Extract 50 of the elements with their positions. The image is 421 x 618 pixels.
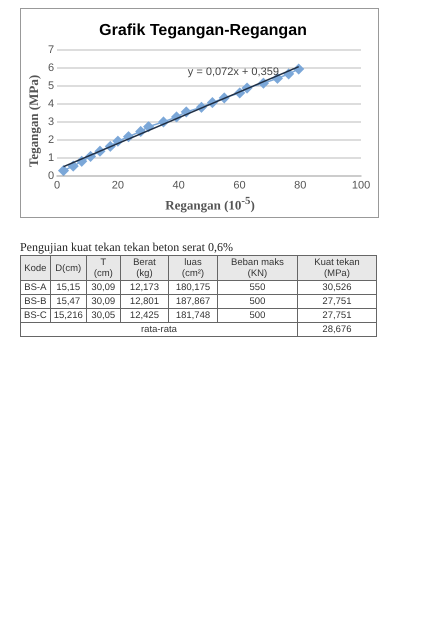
text: 28,676	[322, 324, 352, 335]
y-tick-label: 1	[48, 152, 54, 164]
category-label: Kuat tekan (MPa)	[297, 256, 376, 280]
category-label: Kode	[20, 256, 50, 280]
text: 550	[250, 282, 266, 293]
text: 12,425	[130, 310, 159, 321]
y-tick-label: 4	[48, 98, 54, 110]
text: Pengujian kuat tekan tekan beton serat 0,6%	[20, 240, 234, 255]
text: 27,751	[322, 310, 352, 321]
text: rata-rata	[141, 324, 177, 335]
text: BS-C	[24, 310, 47, 321]
text: 187,867	[176, 296, 210, 307]
text: BS-A	[24, 282, 46, 293]
x-tick-label: 40	[172, 179, 185, 192]
x-axis-title: Regangan (10$^{-5}$)	[164, 195, 256, 214]
text: 12,801	[130, 296, 159, 307]
text: 180,175	[176, 282, 210, 293]
y-tick-label: 2	[48, 134, 54, 146]
category-label: luas (cm²)	[168, 256, 218, 280]
y-tick-label: 3	[48, 116, 54, 128]
annotation: y = 0,072x + 0,359	[188, 66, 279, 78]
y-axis-title: Tegangan (MPa)	[26, 74, 42, 168]
x-tick-label: 80	[294, 179, 306, 192]
category-label: D(cm)	[50, 256, 86, 280]
text: 12,173	[130, 282, 159, 293]
category-label: Beban maks (KN)	[217, 256, 298, 280]
text: 30,09	[91, 296, 116, 307]
text: 30,526	[322, 282, 352, 293]
text: 27,751	[322, 296, 352, 307]
x-tick-label: 100	[352, 179, 370, 192]
y-tick-label: 0	[48, 170, 54, 182]
category-label: T (cm)	[86, 256, 120, 280]
text: 181,748	[176, 310, 210, 321]
text: BS-B	[24, 296, 46, 307]
text: 500	[250, 296, 266, 307]
text: 15,47	[56, 296, 80, 307]
y-tick-label: 5	[48, 80, 54, 92]
point	[143, 121, 154, 132]
text: 500	[250, 310, 266, 321]
category-label: Berat (kg)	[120, 256, 169, 280]
x-tick-label: 60	[233, 179, 246, 192]
chart-title: Grafik Tegangan-Regangan	[99, 22, 307, 40]
x-tick-label: 20	[112, 179, 124, 192]
text: 30,09	[91, 282, 116, 293]
text: 30,05	[91, 310, 116, 321]
text: 15,216	[54, 310, 83, 321]
y-tick-label: 6	[48, 62, 54, 74]
y-tick-label: 7	[48, 44, 54, 56]
point	[58, 165, 69, 176]
text: 15,15	[56, 282, 80, 293]
